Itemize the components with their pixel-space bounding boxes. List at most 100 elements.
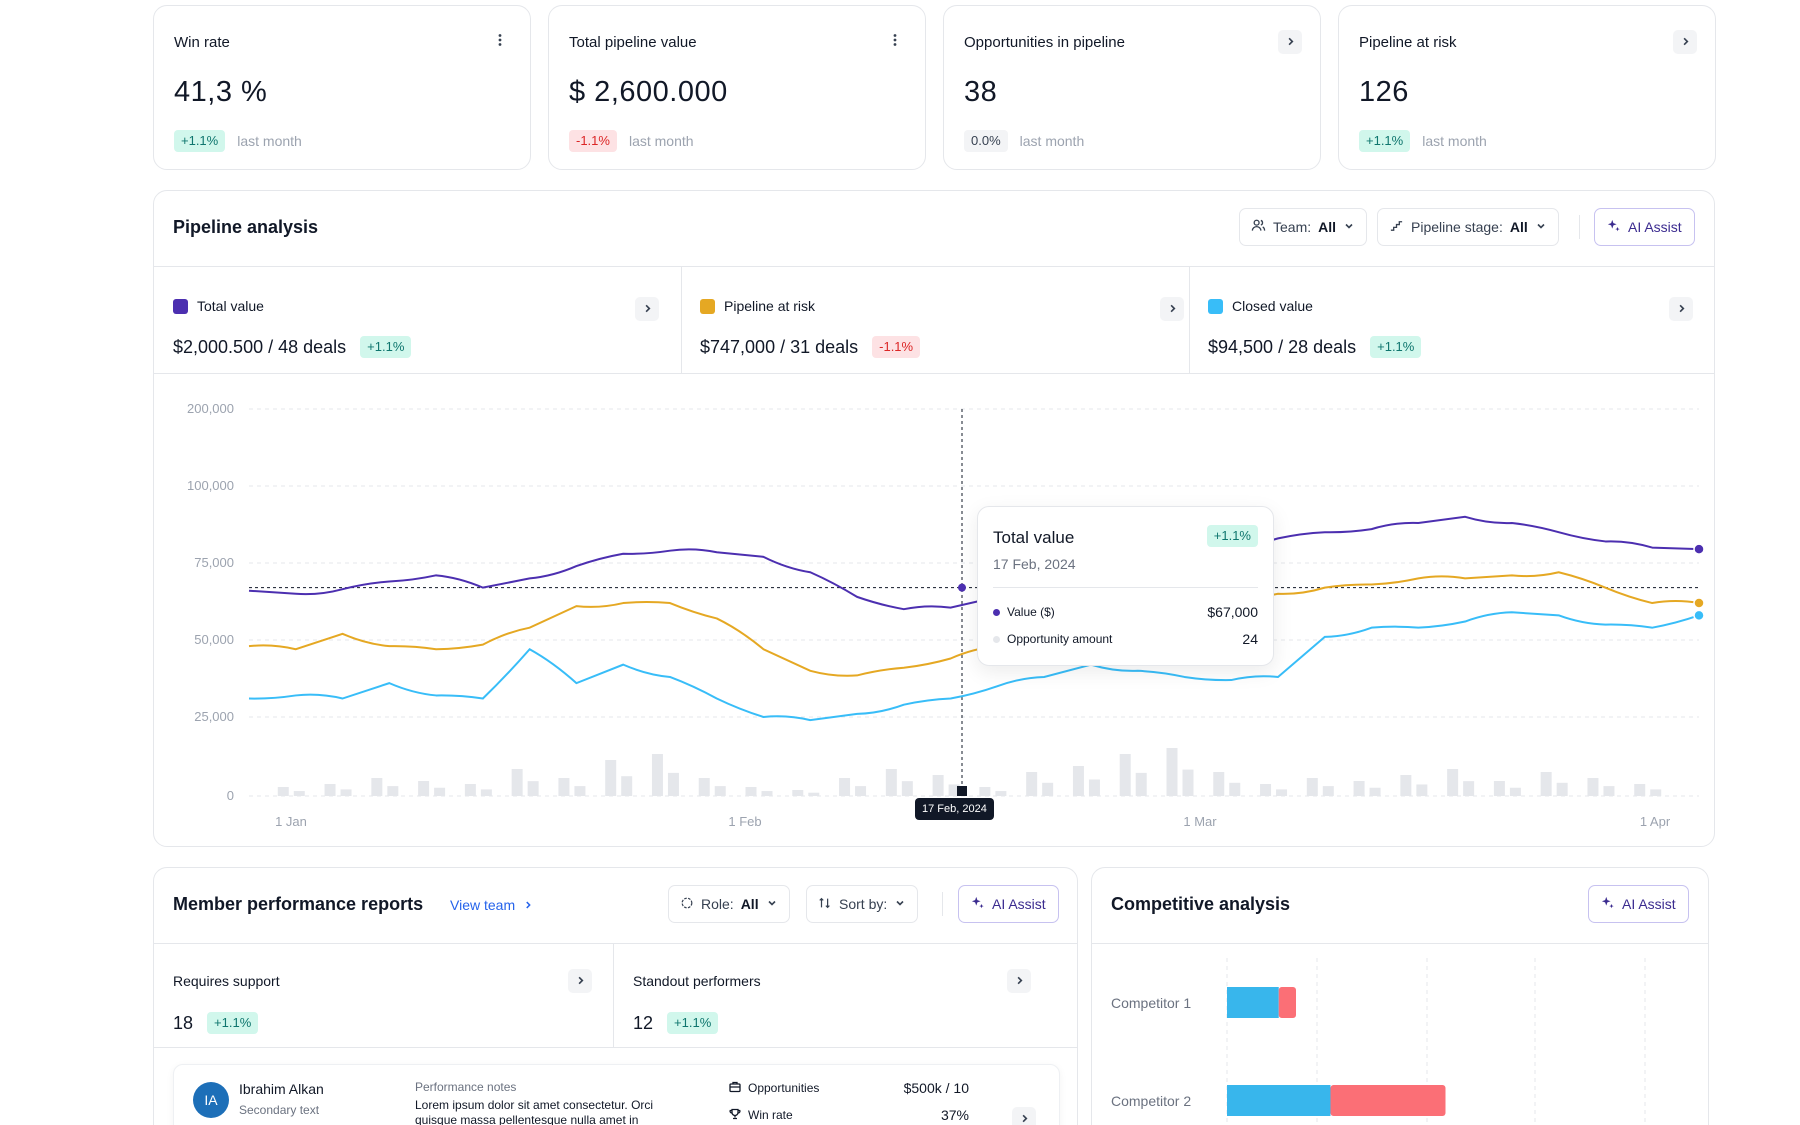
metric-label: Pipeline at risk <box>700 298 815 314</box>
avatar-initials: IA <box>204 1092 218 1108</box>
standout-expand[interactable] <box>1007 969 1031 993</box>
chevron-down-icon <box>1343 219 1355 235</box>
opportunity-bar <box>1650 789 1662 796</box>
competitive-ai-assist-button[interactable]: AI Assist <box>1588 885 1689 923</box>
opportunity-bar <box>1587 778 1599 796</box>
tooltip-row-label: Value ($) <box>1007 605 1055 619</box>
opportunity-bar <box>371 778 383 796</box>
tooltip-delta: +1.1% <box>1206 525 1258 547</box>
kpi-foot-label: last month <box>1019 133 1085 149</box>
kpi-value: 41,3 % <box>174 76 268 108</box>
kpi-card: Win rate 40,9 % 41,3 % +1.1% last month <box>153 5 616 170</box>
sparkle-icon <box>1601 896 1615 913</box>
opportunity-bar <box>792 790 804 796</box>
kpi-menu-button[interactable] <box>1673 30 1793 95</box>
header-divider <box>154 943 1077 944</box>
y-tick-label: 50,000 <box>194 632 234 647</box>
role-filter-value: All <box>740 896 759 912</box>
kpi-card: Opportunities in pipeline 38 0.0% last m… <box>943 5 1398 170</box>
kpi-sparkline <box>779 74 909 138</box>
kpi-menu-button[interactable]: 40,9 % <box>488 30 616 97</box>
kpi-card: Total pipeline value $ 2,600.000 -1.1% l… <box>548 5 1011 170</box>
kpi-menu-button[interactable] <box>883 30 1011 97</box>
metric-expand-button[interactable] <box>1669 297 1693 321</box>
team-filter-label: Team: <box>1273 219 1312 235</box>
opportunity-bar <box>1182 769 1194 796</box>
chevron-right-icon <box>1678 34 1793 95</box>
opportunity-bar <box>948 784 960 796</box>
opportunity-bar <box>979 787 991 796</box>
kpi-title: Total pipeline value <box>569 34 697 51</box>
competitor-label: Competitor 1 <box>1111 995 1191 1011</box>
view-team-link[interactable]: View team <box>450 897 533 913</box>
opportunity-bar <box>1229 782 1241 796</box>
legend-swatch <box>173 298 188 314</box>
metric-divider <box>1189 266 1190 373</box>
opportunity-bar <box>1213 772 1225 796</box>
kpi-value: 126 <box>1359 76 1409 108</box>
role-filter[interactable]: Role: All <box>668 885 790 923</box>
opportunity-bar <box>1556 782 1568 796</box>
win-rate-stat: Win rate 37% <box>729 1107 969 1123</box>
metric-label-text: Total value <box>197 298 264 314</box>
kpi-delta: 0.0% <box>964 130 1008 152</box>
kpi-title: Opportunities in pipeline <box>964 34 1125 51</box>
requires-support-expand[interactable] <box>568 969 592 993</box>
opportunity-bar <box>1509 787 1521 796</box>
opportunity-bar <box>1166 748 1178 796</box>
series-line-closed-value <box>248 611 1700 722</box>
y-tick-label: 25,000 <box>194 709 234 724</box>
opportunity-bar <box>418 781 430 796</box>
pipeline-stage-filter[interactable]: Pipeline stage: All <box>1377 208 1559 246</box>
member-row-expand[interactable] <box>1012 1107 1036 1125</box>
kpi-menu-button[interactable] <box>1278 30 1398 95</box>
standout-delta: +1.1% <box>667 1012 719 1034</box>
notes-label: Performance notes <box>415 1080 517 1094</box>
metric-value-row: $747,000 / 31 deals -1.1% <box>700 336 921 358</box>
kpi-delta: +1.1% <box>1359 130 1411 152</box>
pipeline-ai-assist-button[interactable]: AI Assist <box>1594 208 1695 246</box>
chevron-right-icon <box>523 897 533 913</box>
opportunity-bar <box>839 778 851 796</box>
filter-divider <box>942 892 943 916</box>
tooltip-row-opportunity: Opportunity amount 24 <box>993 631 1258 647</box>
metric-value: $94,500 / 28 deals <box>1208 336 1357 357</box>
requires-support-stat: 18 +1.1% <box>173 1012 259 1034</box>
tooltip-dot <box>993 608 1000 616</box>
legend-swatch <box>1208 298 1223 314</box>
stairs-icon <box>1389 218 1404 236</box>
member-row[interactable]: IA Ibrahim Alkan Secondary text Performa… <box>173 1064 1060 1125</box>
tooltip-row-label: Opportunity amount <box>1007 632 1113 646</box>
cursor-handle[interactable] <box>957 786 967 796</box>
ai-assist-label: AI Assist <box>992 896 1046 912</box>
kpi-foot-label: last month <box>237 133 302 149</box>
metric-expand-button[interactable] <box>635 297 659 321</box>
series-end-point <box>1693 597 1705 609</box>
opportunity-bar <box>1463 781 1475 796</box>
sort-filter[interactable]: Sort by: <box>806 885 919 923</box>
opportunity-bar <box>1447 769 1459 796</box>
metrics-divider <box>154 373 1714 374</box>
opportunity-bar <box>1369 787 1381 796</box>
metric-expand-button[interactable] <box>1160 297 1184 321</box>
member-performance-card: Member performance reports View team Rol… <box>153 867 1078 1125</box>
metric-value-row: $94,500 / 28 deals +1.1% <box>1208 336 1422 358</box>
y-tick-label: 200,000 <box>187 401 234 416</box>
opportunity-bar <box>1276 789 1288 796</box>
kpi-sparkline <box>384 74 514 138</box>
sort-icon <box>818 896 832 913</box>
opportunity-bar <box>1088 779 1100 796</box>
opportunity-bar <box>480 789 492 796</box>
header-divider <box>154 266 1714 267</box>
team-filter[interactable]: Team: All <box>1239 208 1368 246</box>
members-ai-assist-button[interactable]: AI Assist <box>958 885 1059 923</box>
opportunity-bar <box>464 784 476 796</box>
metric-delta: -1.1% <box>872 336 921 358</box>
tooltip-title: Total value <box>993 528 1075 547</box>
opportunity-bar <box>1260 784 1272 796</box>
opportunity-bar <box>511 769 523 796</box>
stage-filter-label: Pipeline stage: <box>1411 219 1503 235</box>
chevron-right-icon <box>1167 301 1178 318</box>
opportunity-bar <box>885 769 897 796</box>
kpi-card: Pipeline at risk 126 +1.1% last month <box>1338 5 1793 170</box>
